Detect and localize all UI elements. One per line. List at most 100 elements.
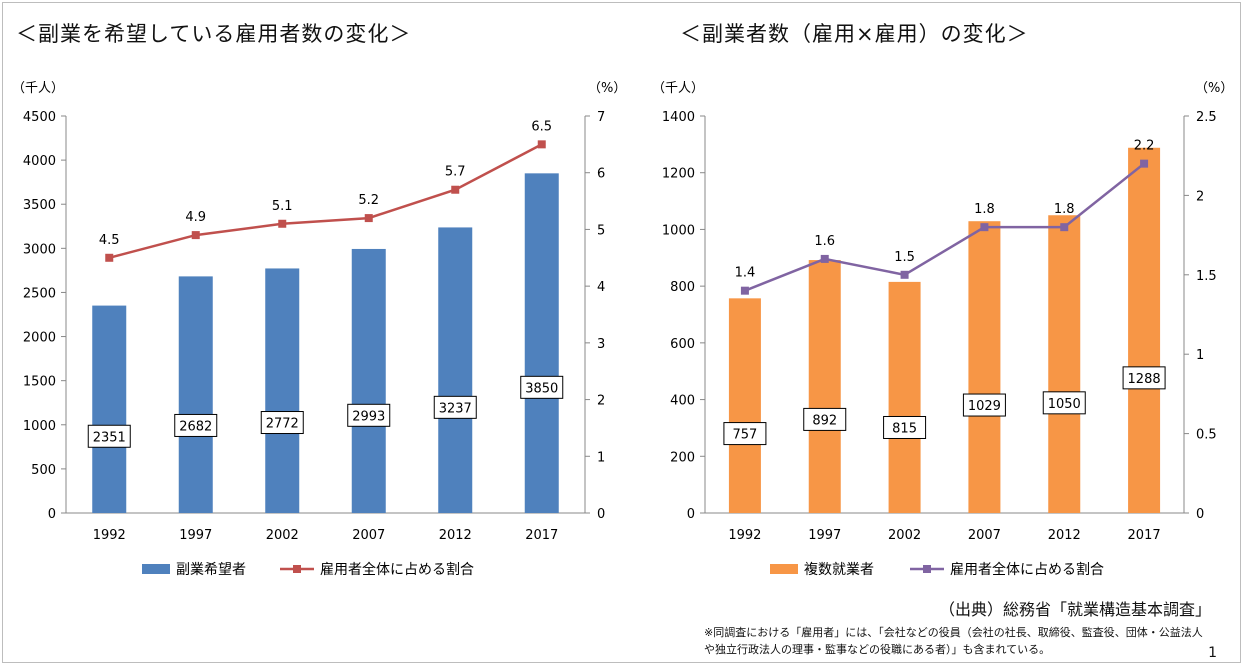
y-tick-label-right: 4 [597, 280, 605, 295]
bar-value-box [520, 375, 564, 399]
bar [1048, 215, 1081, 513]
y-unit-right: （%） [1195, 81, 1233, 96]
bar [524, 173, 559, 513]
y-tick-label-right: 1 [1196, 348, 1204, 363]
y-tick-label-left: 4500 [23, 110, 56, 125]
y-tick-label-left: 1500 [23, 375, 56, 390]
y-tick-label-left: 3000 [23, 242, 56, 257]
right-chart-title: ＜副業者数（雇用×雇用）の変化＞ [680, 22, 1029, 46]
bar-value-box [1122, 366, 1166, 390]
y-tick-label-right: 1 [597, 450, 605, 465]
line-point [191, 231, 200, 240]
y-tick-label-left: 600 [670, 337, 695, 352]
bar [808, 260, 841, 513]
bar-value-box [803, 407, 847, 431]
bar-value-box [883, 415, 927, 439]
bar [728, 298, 761, 513]
bar-value-label: 892 [812, 413, 837, 428]
x-tick-label: 1997 [808, 528, 841, 543]
left-chart-title: ＜副業を希望している雇用者数の変化＞ [16, 22, 412, 46]
line-point [105, 253, 114, 262]
x-tick-label: 2002 [888, 528, 921, 543]
bar-value-label: 815 [892, 421, 917, 436]
line-value-label: 5.2 [358, 193, 379, 208]
y-tick-label-right: 2.5 [1196, 110, 1217, 125]
line-point [364, 214, 373, 223]
y-tick-label-left: 1000 [662, 223, 695, 238]
bar-value-box [347, 403, 391, 427]
legend-label-bar: 複数就業者 [804, 561, 874, 578]
x-tick-label: 1997 [179, 528, 212, 543]
line-point [740, 286, 749, 295]
line-point [820, 254, 829, 263]
y-tick-label-right: 5 [597, 223, 605, 238]
x-tick-label: 1992 [93, 528, 126, 543]
bar [968, 221, 1001, 513]
y-tick-label-right: 3 [597, 337, 605, 352]
legend-label-line: 雇用者全体に占める割合 [320, 561, 474, 578]
bar-value-box [962, 393, 1006, 417]
bar-value-label: 1050 [1048, 397, 1081, 412]
y-tick-label-left: 4000 [23, 154, 56, 169]
bar-value-label: 2993 [352, 409, 385, 424]
bar-value-box [723, 422, 767, 446]
y-unit-left: （千人） [652, 81, 704, 96]
line-value-label: 6.5 [531, 119, 552, 134]
x-tick-label: 2012 [1048, 528, 1081, 543]
y-tick-label-left: 200 [670, 450, 695, 465]
x-tick-label: 2002 [266, 528, 299, 543]
bar-value-label: 757 [733, 428, 758, 443]
y-tick-label-right: 2 [597, 394, 605, 409]
y-tick-label-right: 1.5 [1196, 269, 1217, 284]
bar-value-box [174, 413, 218, 437]
line-value-label: 5.7 [445, 165, 466, 180]
legend-label-line: 雇用者全体に占める割合 [950, 561, 1104, 578]
y-tick-label-right: 0 [597, 507, 605, 522]
x-tick-label: 1992 [728, 528, 761, 543]
line-value-label: 1.4 [735, 266, 756, 281]
y-tick-label-right: 2 [1196, 189, 1204, 204]
line-point [278, 219, 287, 228]
line-point [1060, 223, 1069, 232]
y-tick-label-right: 0 [1196, 507, 1204, 522]
footnote: ※同調査における「雇用者」には、「会社などの役員（会社の社長、取締役、監査役、団… [704, 626, 1203, 656]
line-series [108, 143, 543, 259]
bar [178, 276, 213, 513]
legend-swatch-bar [142, 564, 170, 574]
bar-value-label: 3237 [439, 401, 472, 416]
bar [888, 281, 921, 513]
x-tick-label: 2007 [968, 528, 1001, 543]
y-unit-right: （%） [588, 81, 626, 96]
bar-value-label: 3850 [525, 381, 558, 396]
y-tick-label-left: 1400 [662, 110, 695, 125]
bar [351, 248, 386, 514]
y-tick-label-left: 3500 [23, 198, 56, 213]
legend-swatch-bar [770, 564, 798, 574]
line-point [1140, 159, 1149, 168]
legend-swatch-marker [923, 565, 931, 573]
bar-value-label: 2682 [179, 419, 212, 434]
line-value-label: 1.8 [974, 202, 995, 217]
bar [92, 305, 127, 513]
line-value-label: 1.8 [1054, 202, 1075, 217]
y-tick-label-right: 7 [597, 110, 605, 125]
bar-value-label: 1288 [1128, 372, 1161, 387]
y-tick-label-left: 400 [670, 394, 695, 409]
line-point [900, 270, 909, 279]
legend-swatch-marker [293, 565, 301, 573]
line-value-label: 4.9 [185, 210, 206, 225]
y-tick-label-left: 800 [670, 280, 695, 295]
line-value-label: 2.2 [1134, 139, 1155, 154]
page-number: 1 [1208, 645, 1217, 661]
y-tick-label-left: 1000 [23, 419, 56, 434]
bar-value-label: 2351 [93, 430, 126, 445]
y-tick-label-left: 500 [31, 463, 56, 478]
y-tick-label-left: 0 [687, 507, 695, 522]
bar [1128, 147, 1161, 513]
bar [438, 227, 473, 513]
line-value-label: 5.1 [272, 199, 293, 214]
line-point [451, 185, 460, 194]
x-tick-label: 2012 [439, 528, 472, 543]
y-tick-label-right: 6 [597, 167, 605, 182]
